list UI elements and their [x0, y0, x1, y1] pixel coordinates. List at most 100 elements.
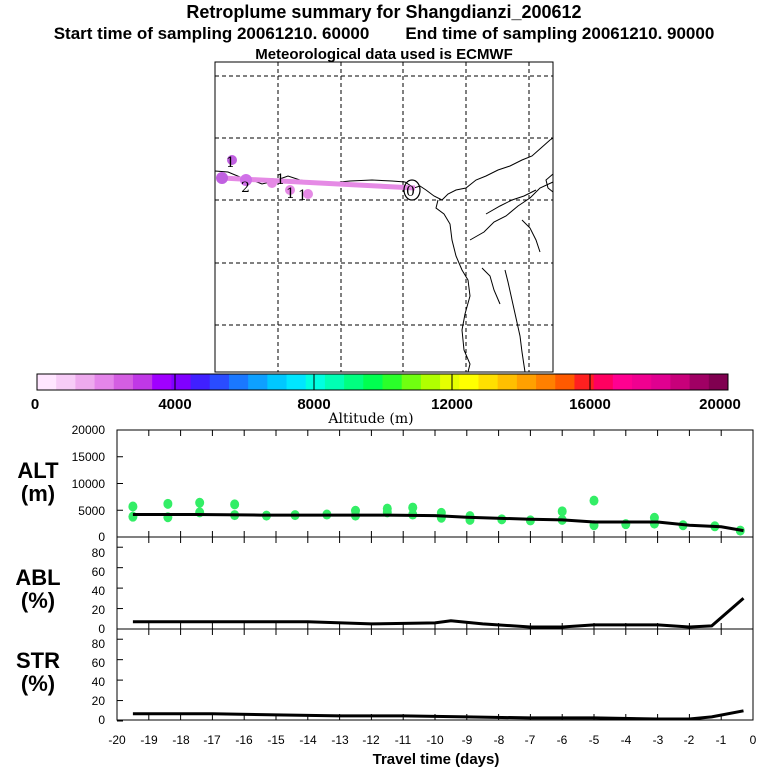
start-time-label: Start time of sampling 20061210. 60000 [53, 24, 370, 43]
map-grid [215, 62, 553, 372]
x-tick-label: -8 [494, 733, 505, 747]
colorbar-frame [36, 373, 729, 391]
x-tick-label: -6 [557, 733, 568, 747]
x-tick-label: -17 [203, 733, 221, 747]
axis-tick-marks [116, 429, 754, 722]
colorbar-swatch [94, 374, 115, 390]
colorbar-swatch [37, 374, 57, 390]
plume-label: 0 [406, 184, 415, 200]
colorbar-swatch [651, 374, 671, 390]
x-tick-label: -2 [684, 733, 695, 747]
plume-label: 1 [286, 186, 295, 202]
x-tick-label: 0 [750, 733, 757, 747]
colorbar-swatch [132, 374, 153, 390]
str-panel-unit: (%) [21, 671, 55, 696]
colorbar-swatch [689, 374, 710, 390]
colorbar-swatch [113, 374, 134, 390]
x-tick-label: -5 [589, 733, 600, 747]
x-tick-label: -16 [235, 733, 253, 747]
panels-frame [116, 429, 754, 721]
map-frame [214, 61, 554, 373]
plume-cluster-marker [227, 155, 237, 165]
sampling-times: Start time of sampling 20061210. 60000 En… [0, 24, 768, 44]
str-ytick: 0 [98, 713, 105, 727]
colorbar-tick: 20000 [699, 396, 741, 413]
str-yticks: 0 20 40 60 80 [92, 637, 106, 727]
plume-day-labels: 1 2 1 1 1 0 [226, 155, 415, 204]
alt-yticks: 0 5000 10000 15000 20000 [72, 423, 106, 544]
colorbar-swatch [248, 374, 268, 390]
abl-panel-unit: (%) [21, 588, 55, 613]
colorbar-swatch [555, 374, 575, 390]
colorbar-swatch [708, 374, 729, 390]
end-time-label: End time of sampling 20061210. 90000 [405, 24, 715, 43]
map-panel: 1 2 1 1 1 0 [214, 61, 554, 373]
colorbar-tick: 4000 [158, 396, 191, 413]
str-ytick: 60 [92, 656, 106, 670]
plume-cluster-marker [303, 189, 313, 199]
colorbar-swatch [286, 374, 307, 390]
colorbar-swatch [420, 374, 441, 390]
alt-scatter-point [649, 512, 659, 523]
colorbar-swatch [363, 374, 383, 390]
plume-track [216, 155, 416, 199]
time-series-panels: ALT (m) ABL (%) STR (%) 0 5000 10000 150… [15, 423, 756, 768]
abl-yticks: 0 20 40 60 80 [92, 546, 106, 636]
plume-label: 1 [298, 188, 307, 204]
abl-ytick: 80 [92, 546, 106, 560]
x-tick-label: -11 [395, 733, 412, 747]
colorbar-swatch [305, 374, 326, 390]
x-tick-label: -4 [621, 733, 632, 747]
alt-ytick: 15000 [72, 450, 106, 464]
colorbar-swatch [516, 374, 537, 390]
plume-trajectory [221, 175, 416, 191]
colorbar-label: Altitude (m) [327, 411, 413, 427]
abl-ytick: 20 [92, 603, 106, 617]
colorbar-swatch [612, 374, 633, 390]
alt-panel-label: ALT [17, 458, 59, 483]
x-tick-label: -15 [267, 733, 285, 747]
alt-scatter-point [589, 495, 599, 506]
colorbar-swatch [171, 374, 192, 390]
colorbar-swatch [267, 374, 288, 390]
abl-ytick: 0 [98, 622, 105, 636]
x-tick-label: -10 [426, 733, 444, 747]
colorbar-swatch [324, 374, 345, 390]
x-tick-label: -13 [331, 733, 349, 747]
colorbar-tick: 12000 [431, 396, 473, 413]
alt-panel-unit: (m) [21, 481, 55, 506]
x-tick-labels: -20 -19 -18 -17 -16 -15 -14 -13 -12 -11 … [108, 733, 756, 747]
alt-scatter-point [408, 502, 418, 513]
abl-panel-label: ABL [15, 565, 60, 590]
colorbar-swatch [152, 374, 172, 390]
plume-cluster-marker [267, 178, 277, 188]
x-axis-label: Travel time (days) [373, 751, 500, 768]
plume-label: 1 [226, 155, 235, 171]
colorbar-swatch [75, 374, 96, 390]
colorbar-tick: 16000 [569, 396, 611, 413]
str-ytick: 20 [92, 694, 106, 708]
x-tick-label: -12 [362, 733, 380, 747]
colorbar-swatches [37, 374, 729, 390]
str-panel-label: STR [16, 648, 60, 673]
colorbar-swatch [478, 374, 499, 390]
colorbar-swatch [459, 374, 479, 390]
colorbar-swatch [228, 374, 249, 390]
colorbar-swatch [593, 374, 614, 390]
receptor-marker [403, 179, 421, 201]
alt-ytick: 5000 [78, 504, 105, 518]
colorbar-swatch [574, 374, 595, 390]
alt-scatter-point [230, 499, 240, 510]
colorbar-swatch [536, 374, 556, 390]
alt-scatter-point [382, 503, 392, 514]
colorbar-swatch [440, 374, 460, 390]
x-tick-label: -9 [462, 733, 473, 747]
str-ytick: 80 [92, 637, 106, 651]
colorbar-swatch [632, 374, 652, 390]
colorbar-swatch [401, 374, 422, 390]
alt-ytick: 10000 [72, 477, 106, 491]
alt-scatter-point [163, 498, 173, 509]
str-line [132, 709, 744, 721]
chart-title: Retroplume summary for Shangdianzi_20061… [186, 2, 582, 22]
